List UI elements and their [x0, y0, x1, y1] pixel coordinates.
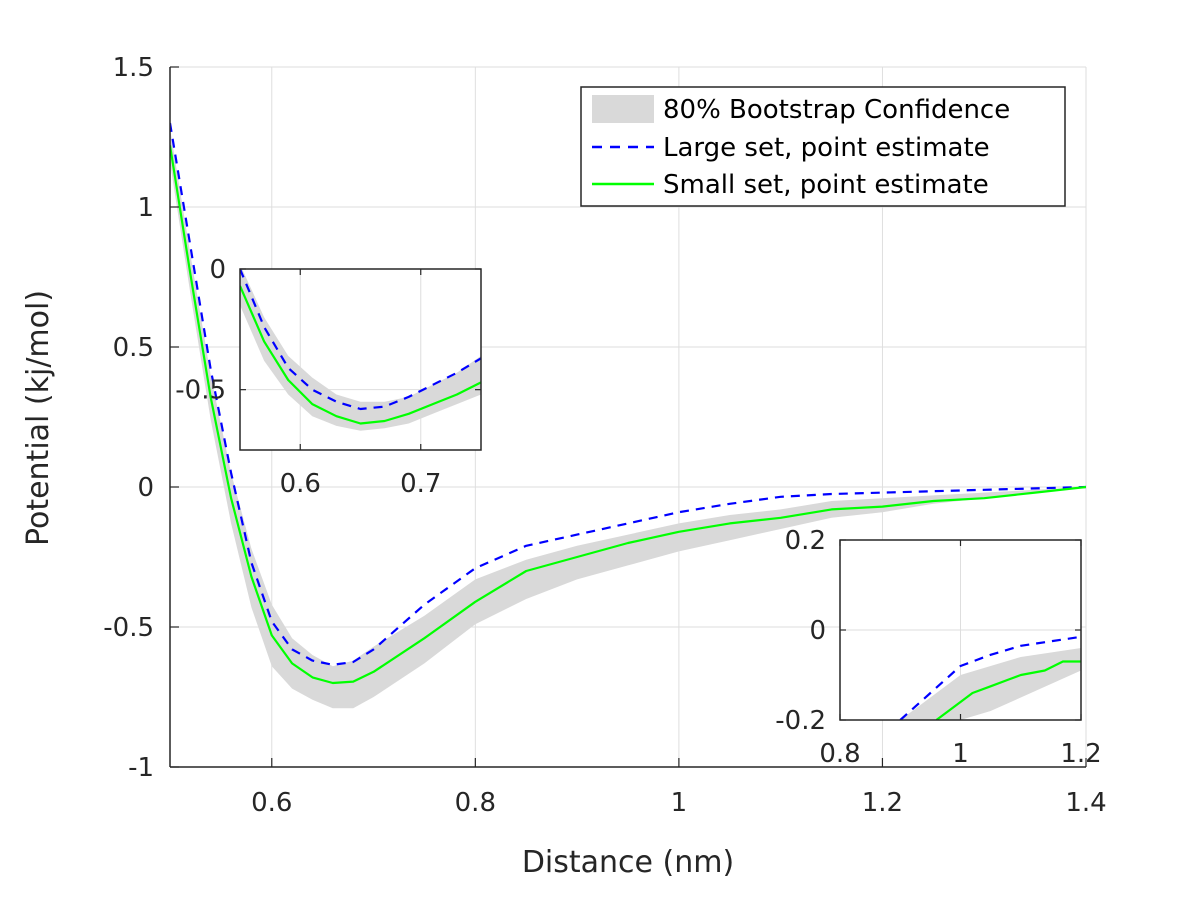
y-tick-label: -0.5 — [103, 613, 154, 643]
axes-frame — [239, 268, 482, 451]
legend-label-small: Small set, point estimate — [663, 170, 989, 200]
x-tick-label: 1.2 — [862, 788, 903, 818]
legend-label-large: Large set, point estimate — [663, 133, 990, 163]
y-tick-label: -0.5 — [175, 376, 226, 406]
x-tick-label: 1.4 — [1065, 788, 1106, 818]
x-tick-label: 0.8 — [455, 788, 496, 818]
legend: 80% Bootstrap Confidence Large set, poin… — [580, 86, 1066, 207]
x-tick-label: 0.8 — [819, 739, 860, 769]
small-set-line — [240, 285, 481, 425]
x-tick-label: 0.7 — [400, 469, 441, 499]
confidence-band — [900, 648, 1081, 720]
x-tick-label: 1 — [952, 739, 969, 769]
y-tick-label: 0 — [137, 473, 154, 503]
y-tick-label: 0 — [209, 255, 226, 285]
y-tick-label: 1.5 — [113, 53, 154, 83]
small-set-line — [935, 660, 1081, 720]
y-tick-label: 1 — [137, 193, 154, 223]
legend-label-band: 80% Bootstrap Confidence — [663, 95, 1010, 125]
x-tick-label: 1.2 — [1060, 739, 1101, 769]
x-axis-label: Distance (nm) — [522, 845, 734, 880]
x-tick-label: 0.6 — [280, 469, 321, 499]
y-tick-label: -1 — [128, 753, 154, 783]
y-axis-label: Potential (kj/mol) — [21, 290, 56, 546]
y-tick-label: 0 — [809, 616, 826, 646]
y-tick-label: -0.2 — [775, 706, 826, 736]
small-set-line — [170, 145, 1086, 685]
y-tick-label: 0.2 — [785, 526, 826, 556]
inset-tail-plot: 0.8 1 1.2 -0.2 0 0.2 — [775, 526, 1101, 769]
x-tick-label: 0.6 — [251, 788, 292, 818]
x-tick-label: 1 — [671, 788, 688, 818]
large-set-line — [240, 269, 481, 411]
y-tick-label: 0.5 — [113, 333, 154, 363]
confidence-band — [240, 269, 481, 431]
large-set-line — [899, 635, 1081, 720]
inset-minimum-plot: 0.6 0.7 0 -0.5 — [175, 255, 482, 499]
legend-swatch-band — [592, 95, 654, 123]
legend-box — [580, 86, 1066, 207]
